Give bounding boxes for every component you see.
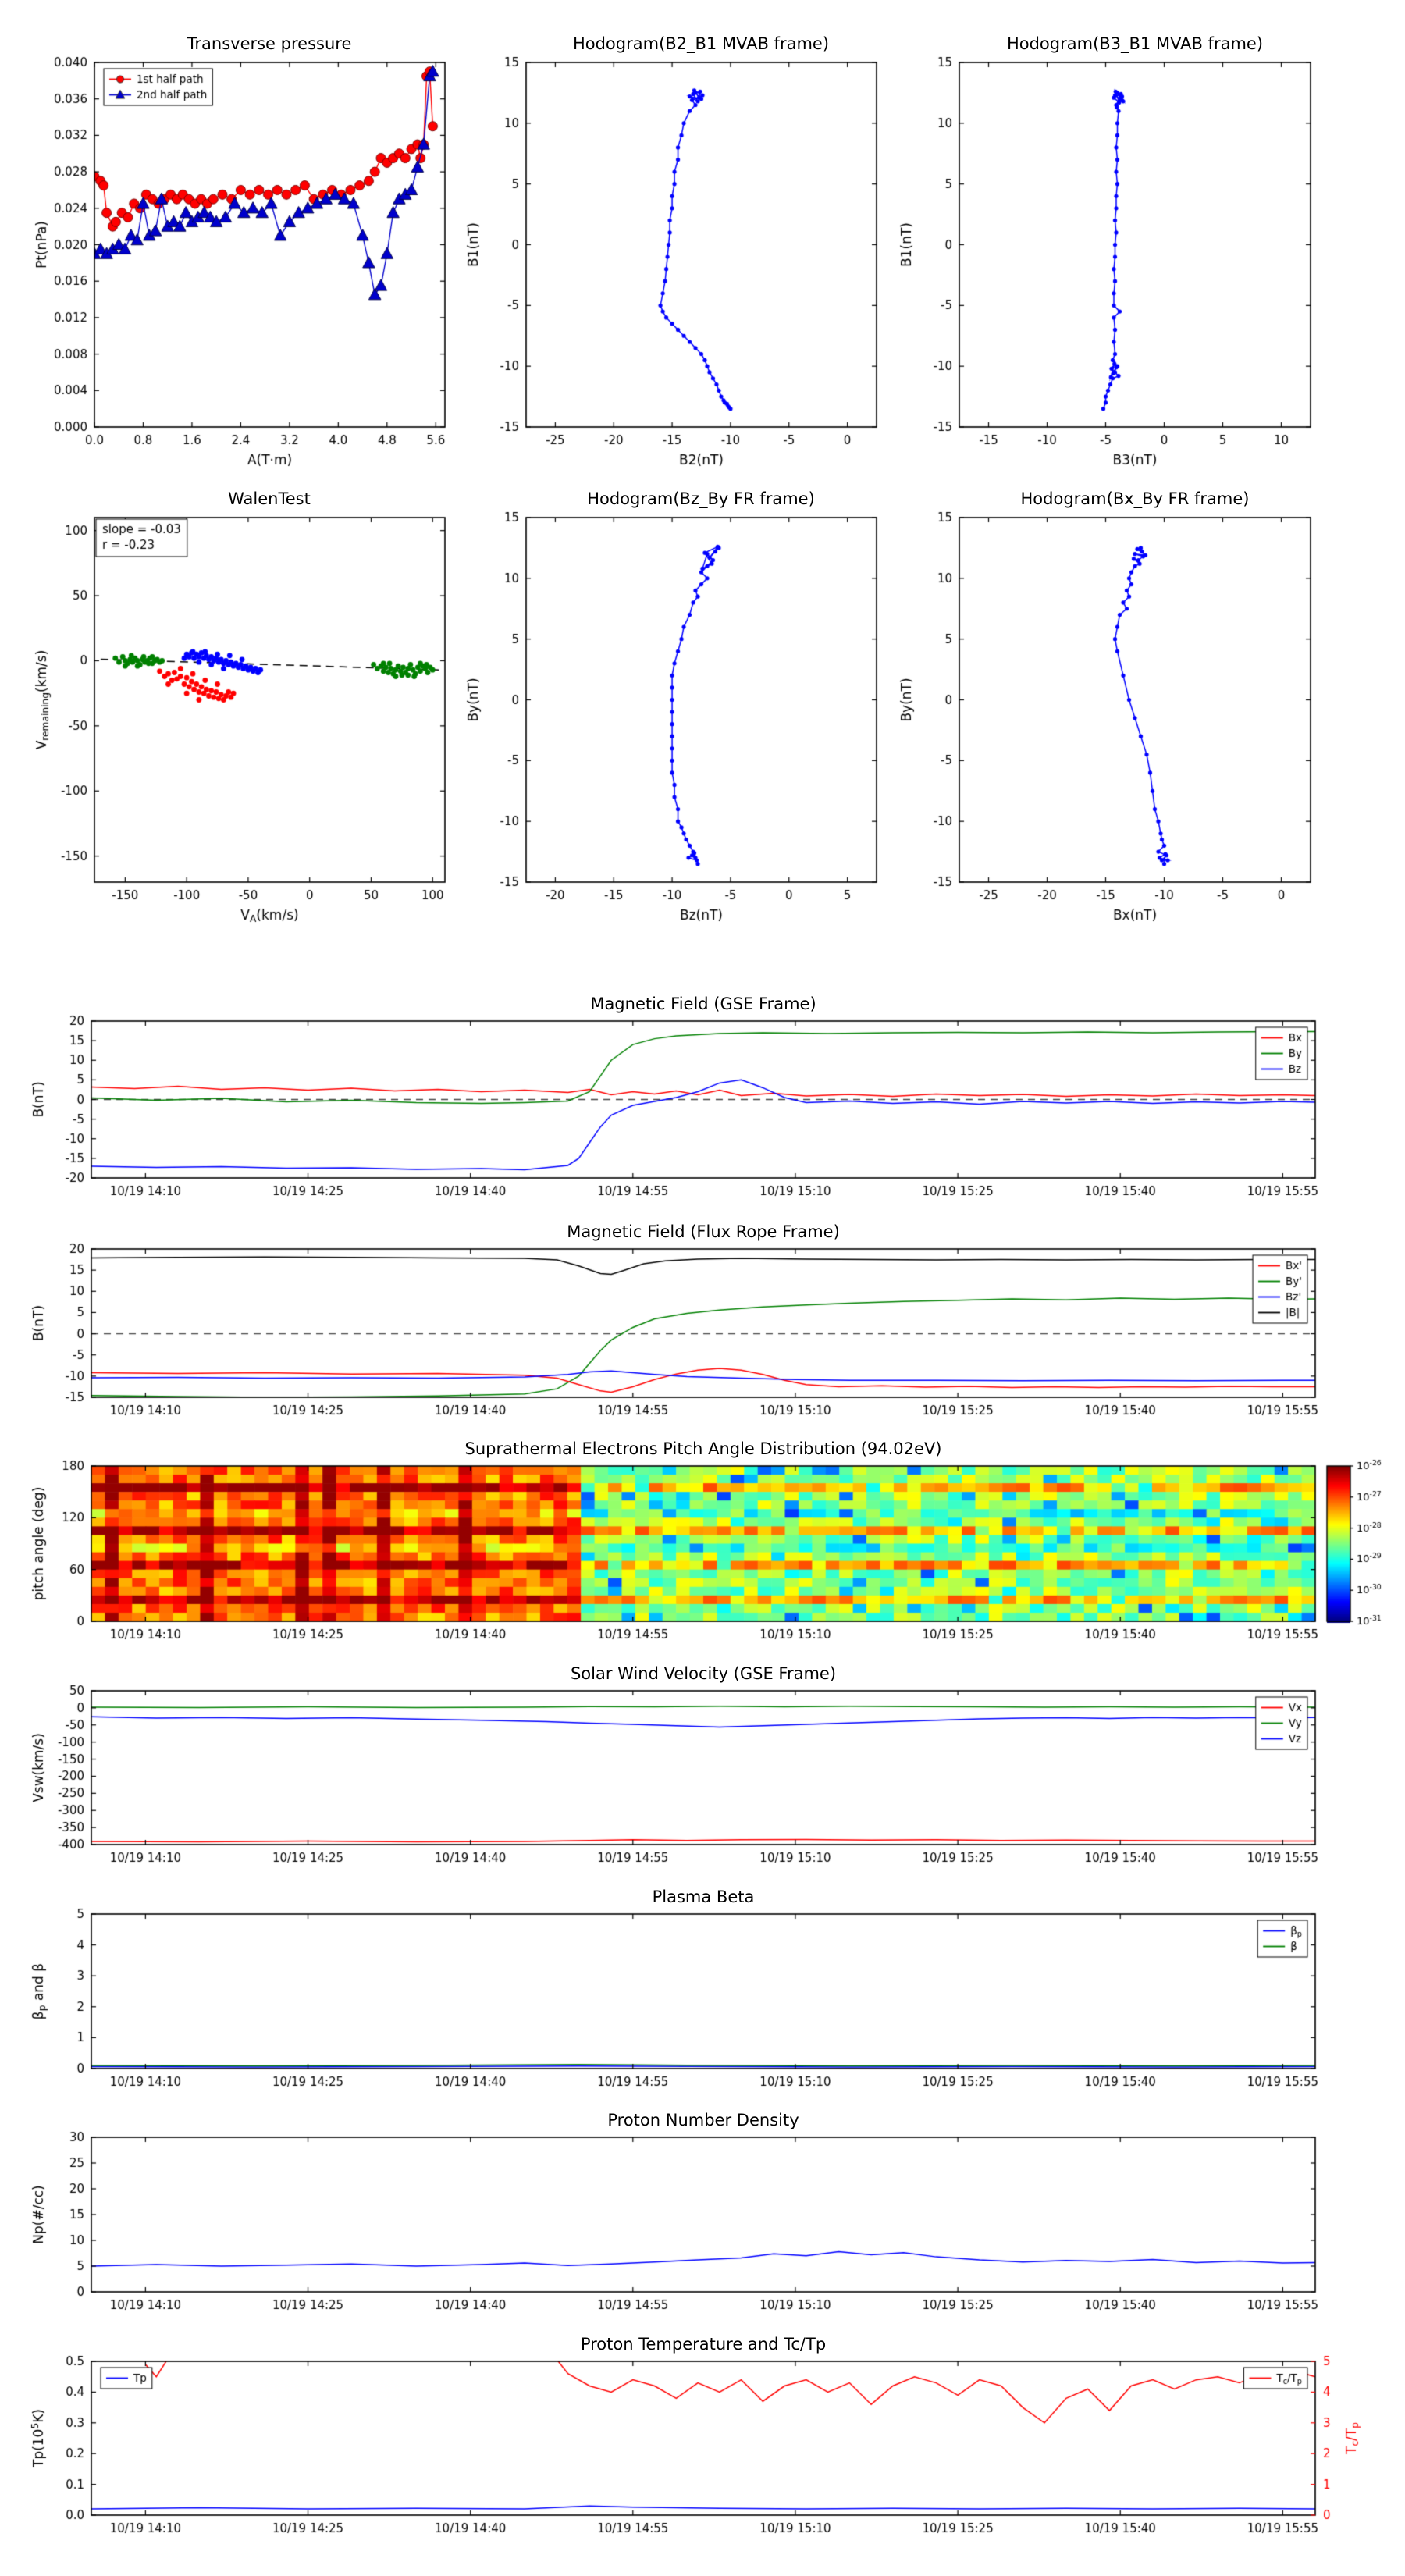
hodogram-bxby-plot <box>881 479 1365 929</box>
transverse-pressure-plot <box>16 23 500 474</box>
proton-density-canvas <box>13 2098 1370 2339</box>
hodogram-b2b1-plot <box>448 23 931 474</box>
transverse-pressure-canvas <box>16 23 500 474</box>
proton-temperature-canvas <box>13 2322 1370 2562</box>
plasma-beta-canvas <box>13 1875 1370 2115</box>
pitch-angle-heatmap <box>13 1427 1370 1668</box>
magnetic-field-gse-plot <box>13 982 1370 1225</box>
magnetic-field-gse-canvas <box>13 982 1370 1225</box>
magnetic-field-fr-plot <box>13 1210 1370 1444</box>
walen-test-plot <box>16 479 500 929</box>
hodogram-b3b1-plot <box>881 23 1365 474</box>
walen-test-canvas <box>16 479 500 929</box>
hodogram-b3b1-canvas <box>881 23 1365 474</box>
solar-wind-velocity-canvas <box>13 1652 1370 1891</box>
plasma-beta-plot <box>13 1875 1370 2115</box>
proton-temperature-plot <box>13 2322 1370 2562</box>
hodogram-b2b1-canvas <box>448 23 931 474</box>
hodogram-bxby-canvas <box>881 479 1365 929</box>
heatmap-colorbar <box>1249 1427 1405 1668</box>
magnetic-field-fr-canvas <box>13 1210 1370 1444</box>
proton-density-plot <box>13 2098 1370 2339</box>
hodogram-bzby-canvas <box>448 479 931 929</box>
heatmap-colorbar-canvas <box>1249 1427 1405 1668</box>
pitch-angle-heatmap-canvas <box>13 1427 1370 1668</box>
hodogram-bzby-plot <box>448 479 931 929</box>
solar-wind-velocity-plot <box>13 1652 1370 1891</box>
